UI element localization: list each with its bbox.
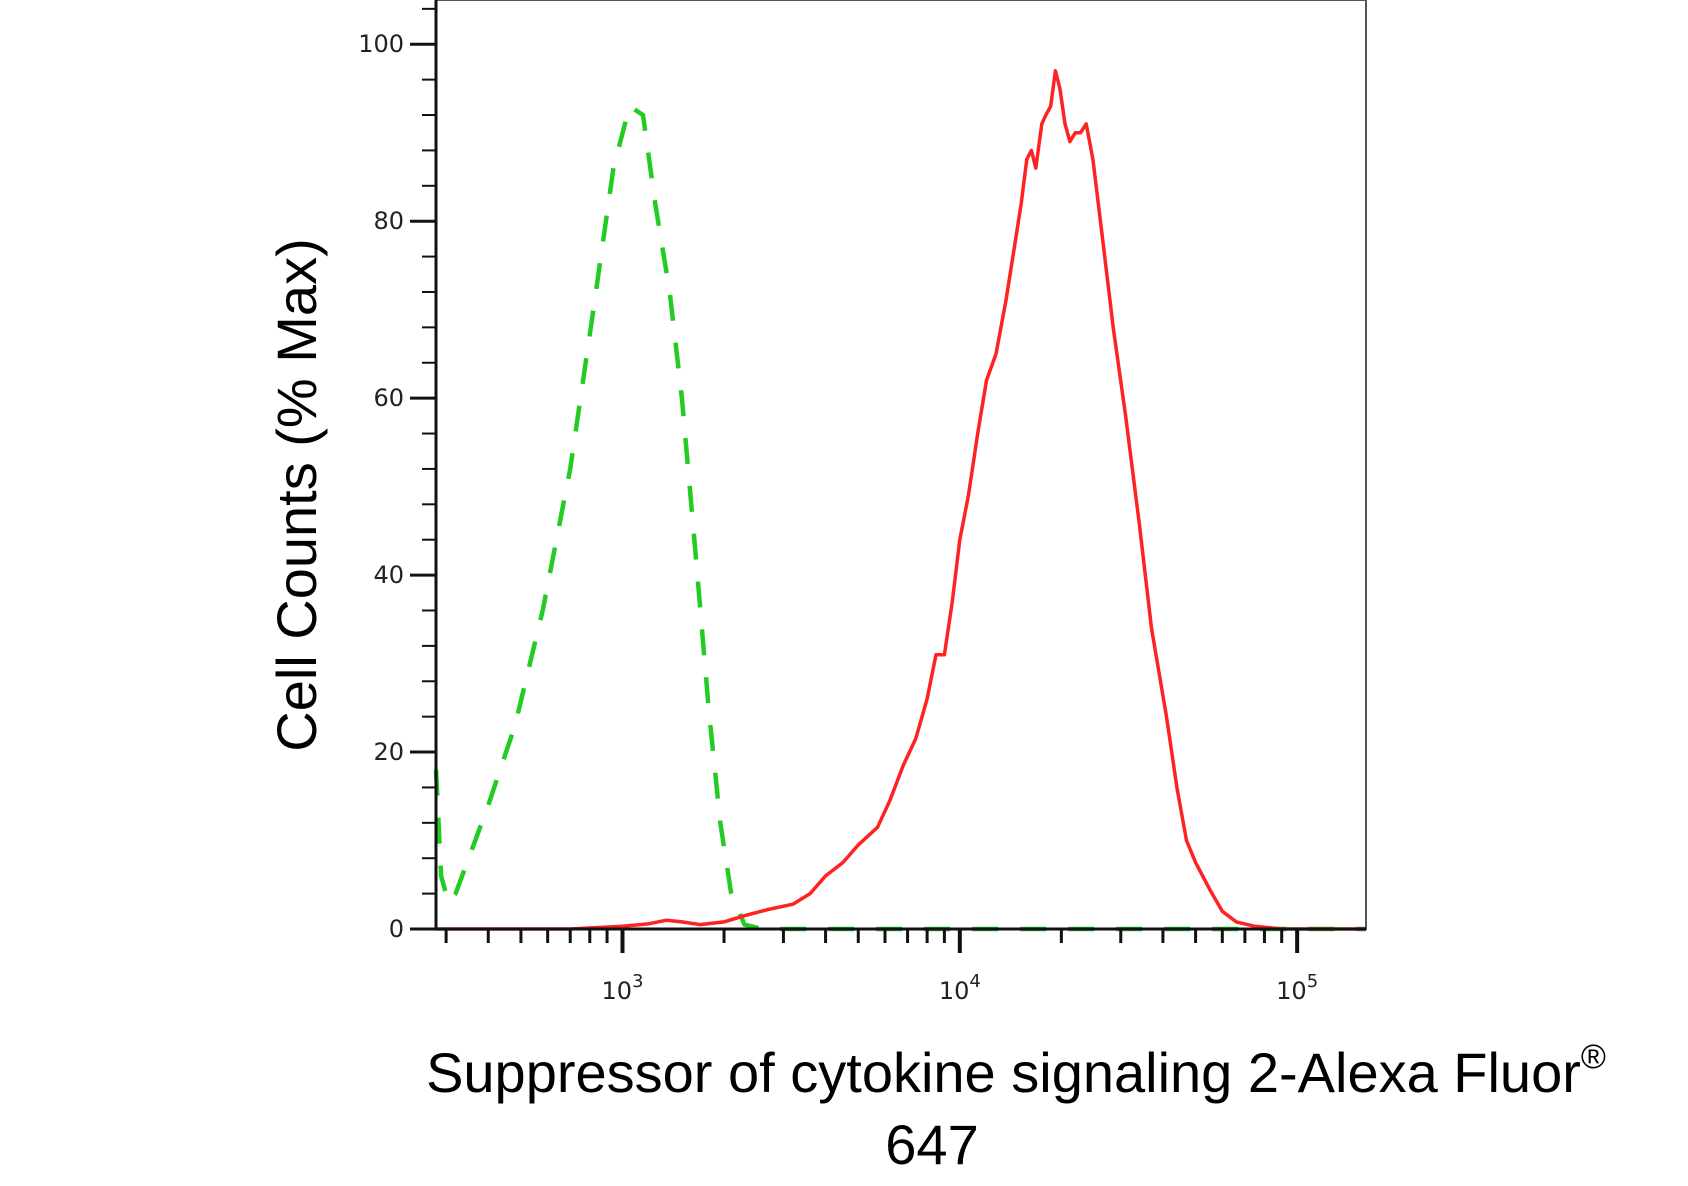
x-axis-title-text: Suppressor of cytokine signaling 2-Alexa…: [426, 1041, 1581, 1104]
plot-frame: [435, 0, 1367, 930]
x-axis-ticks: 103 104 105: [444, 929, 1318, 1005]
y-tick-label: 60: [373, 384, 404, 412]
series-line-1: [433, 103, 1366, 932]
y-tick-label: 100: [358, 30, 404, 58]
x-axis-title-line2: 647: [885, 1113, 978, 1176]
y-tick-label: 40: [373, 561, 404, 589]
x-tick-label: 105: [1276, 971, 1318, 1005]
y-tick-label: 0: [389, 915, 404, 943]
x-axis-title: Suppressor of cytokine signaling 2-Alexa…: [426, 1038, 1606, 1104]
y-tick-label: 20: [373, 738, 404, 766]
y-axis-title: Cell Counts (% Max): [265, 238, 328, 751]
y-tick-label: 80: [373, 207, 404, 235]
registered-mark: ®: [1581, 1038, 1606, 1076]
x-tick-label: 104: [939, 971, 981, 1005]
series-layer: [433, 69, 1366, 932]
series-line-2: [436, 69, 1366, 931]
x-tick-label: 103: [601, 971, 643, 1005]
y-axis-ticks: 0 20 40 60 80 100: [358, 7, 436, 943]
